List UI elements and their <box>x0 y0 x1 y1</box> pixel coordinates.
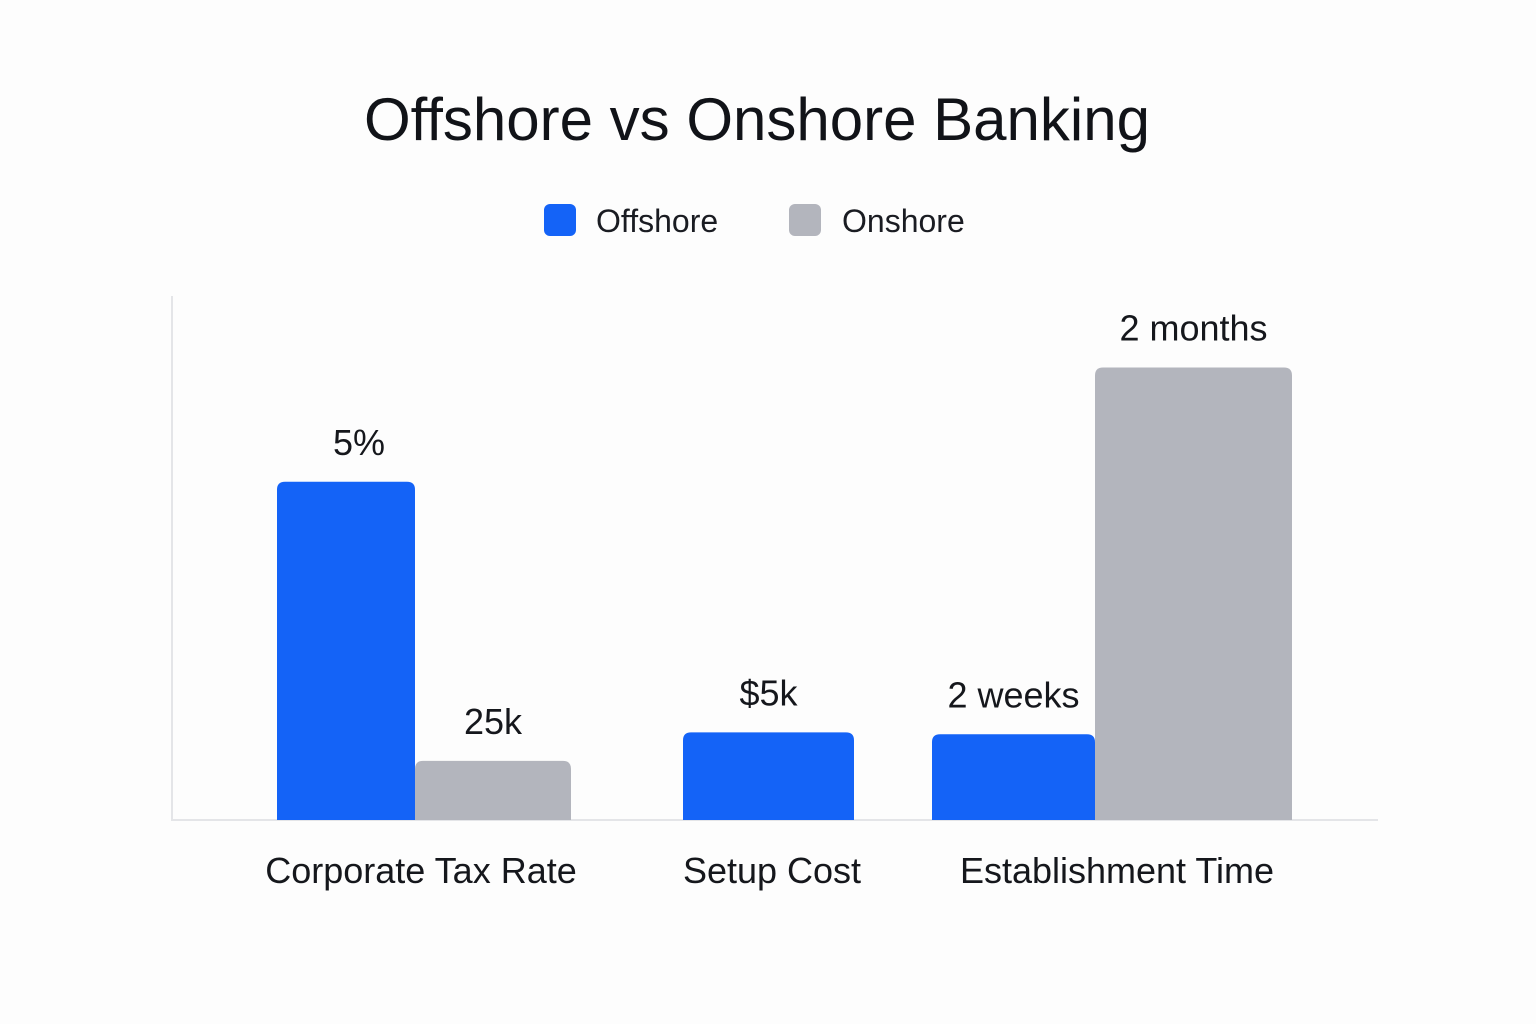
value-label-offshore-0: 5% <box>333 422 385 463</box>
legend-swatch-onshore <box>789 204 821 236</box>
legend-label-onshore: Onshore <box>842 203 965 239</box>
chart-title: Offshore vs Onshore Banking <box>364 86 1150 153</box>
value-label-offshore-1: $5k <box>739 672 798 713</box>
legend: Offshore Onshore <box>544 203 965 239</box>
value-labels: 5% 25k $5k 2 weeks 2 months <box>333 307 1268 741</box>
category-labels: Corporate Tax Rate Setup Cost Establishmen… <box>265 850 1274 891</box>
value-label-offshore-2: 2 weeks <box>947 674 1079 715</box>
legend-label-offshore: Offshore <box>596 203 718 239</box>
bar-offshore-1 <box>683 732 854 820</box>
category-label-0: Corporate Tax Rate <box>265 850 577 891</box>
bar-onshore-2 <box>1095 367 1292 820</box>
bar-offshore-2 <box>932 734 1095 820</box>
legend-swatch-offshore <box>544 204 576 236</box>
bars <box>277 367 1292 820</box>
bar-onshore-0 <box>415 760 571 820</box>
category-label-2: Establishment Time <box>960 850 1274 891</box>
category-label-1: Setup Cost <box>683 850 861 891</box>
value-label-onshore-2: 2 months <box>1119 307 1267 348</box>
bar-offshore-0 <box>277 481 415 820</box>
value-label-onshore-0: 25k <box>464 701 523 742</box>
